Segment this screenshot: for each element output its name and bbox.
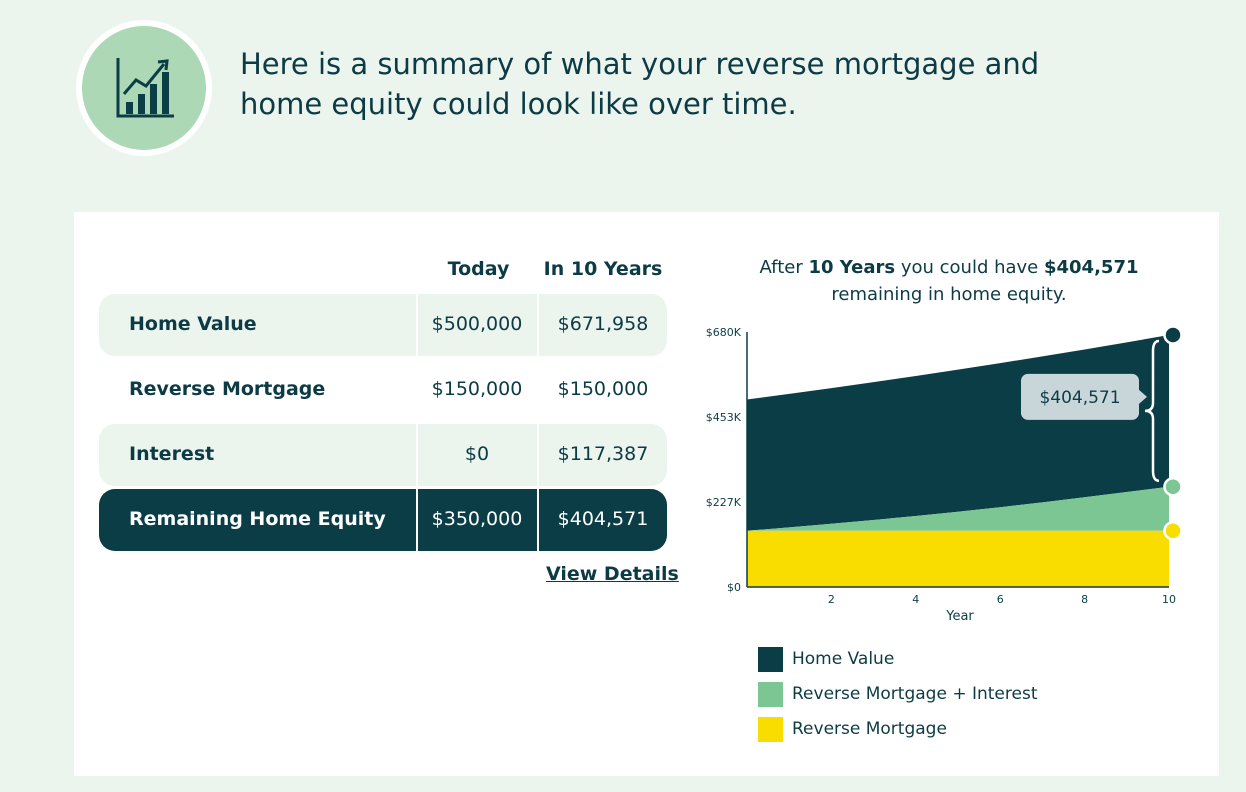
caption-post: remaining in home equity. bbox=[831, 284, 1067, 305]
table-row-interest: Interest $0 $117,387 bbox=[99, 424, 667, 486]
equity-area-chart: $0 $227K $453K $680K 2 4 6 8 10 Year $404,571 bbox=[706, 325, 1183, 624]
legend-label: Home Value bbox=[792, 649, 895, 669]
column-divider bbox=[416, 294, 418, 356]
value-today: $0 bbox=[464, 443, 490, 465]
caption-years: 10 Years bbox=[808, 257, 896, 278]
caption-amount: $404,571 bbox=[1043, 257, 1139, 278]
view-details-link[interactable]: View Details bbox=[546, 563, 679, 585]
equity-callout-pointer bbox=[1139, 389, 1147, 404]
row-label: Remaining Home Equity bbox=[129, 508, 386, 530]
row-label: Reverse Mortgage bbox=[129, 378, 326, 400]
page-headline: Here is a summary of what your reverse m… bbox=[240, 44, 1060, 124]
hero-badge bbox=[76, 20, 212, 156]
column-divider bbox=[416, 424, 418, 486]
headline-line-2: home equity could look like over time. bbox=[240, 87, 797, 121]
x-tick-label: 4 bbox=[912, 593, 919, 606]
table-row-remaining-home-equity: Remaining Home Equity $350,000 $404,571 bbox=[99, 489, 667, 551]
equity-callout-value: $404,571 bbox=[1039, 388, 1120, 408]
row-label: Home Value bbox=[129, 313, 257, 335]
table-row-home-value: Home Value $500,000 $671,958 bbox=[99, 294, 667, 356]
reverse-mortgage-endpoint bbox=[1163, 521, 1183, 541]
bar-chart-growth-icon bbox=[116, 58, 174, 118]
x-tick-label: 2 bbox=[828, 593, 835, 606]
y-tick-label: $680K bbox=[706, 326, 742, 339]
reverse-mortgage-area bbox=[747, 530, 1169, 587]
column-divider bbox=[416, 489, 418, 551]
home-value-endpoint bbox=[1163, 325, 1183, 345]
caption-pre: After bbox=[759, 257, 809, 278]
table-row-reverse-mortgage: Reverse Mortgage $150,000 $150,000 bbox=[99, 359, 667, 421]
reverse-mortgage-interest-area bbox=[747, 486, 1169, 531]
column-divider bbox=[537, 489, 539, 551]
value-today: $350,000 bbox=[431, 508, 523, 530]
caption-mid: you could have bbox=[895, 257, 1044, 278]
column-divider bbox=[537, 424, 539, 486]
x-tick-label: 10 bbox=[1162, 593, 1176, 606]
x-tick-label: 8 bbox=[1081, 593, 1088, 606]
value-in-10-years: $671,958 bbox=[557, 313, 649, 335]
value-today: $500,000 bbox=[431, 313, 523, 335]
legend-swatch bbox=[758, 717, 783, 742]
value-today: $150,000 bbox=[431, 378, 523, 400]
equity-callout-bubble bbox=[1021, 373, 1139, 420]
row-label: Interest bbox=[129, 443, 215, 465]
chart-caption: After 10 Years you could have $404,571 r… bbox=[724, 254, 1174, 308]
column-divider bbox=[537, 294, 539, 356]
y-tick-label: $227K bbox=[706, 496, 742, 509]
x-tick-label: 6 bbox=[997, 593, 1004, 606]
legend-label: Reverse Mortgage bbox=[792, 719, 947, 739]
value-in-10-years: $404,571 bbox=[557, 508, 649, 530]
legend-swatch bbox=[758, 647, 783, 672]
value-in-10-years: $117,387 bbox=[557, 443, 649, 465]
legend-swatch bbox=[758, 682, 783, 707]
y-tick-label: $453K bbox=[706, 411, 742, 424]
value-in-10-years: $150,000 bbox=[557, 378, 649, 400]
headline-line-1: Here is a summary of what your reverse m… bbox=[240, 47, 1040, 81]
reverse-mortgage-interest-endpoint bbox=[1163, 476, 1183, 497]
hero-badge-circle bbox=[82, 26, 206, 150]
legend-label: Reverse Mortgage + Interest bbox=[792, 684, 1038, 704]
y-tick-label: $0 bbox=[727, 581, 741, 594]
column-header-in-10-years: In 10 Years bbox=[543, 258, 663, 280]
summary-card: Today In 10 Years Home Value $500,000 $6… bbox=[74, 212, 1219, 776]
column-header-today: Today bbox=[447, 258, 510, 280]
equity-brace bbox=[1144, 339, 1160, 482]
x-axis-label: Year bbox=[945, 609, 974, 624]
